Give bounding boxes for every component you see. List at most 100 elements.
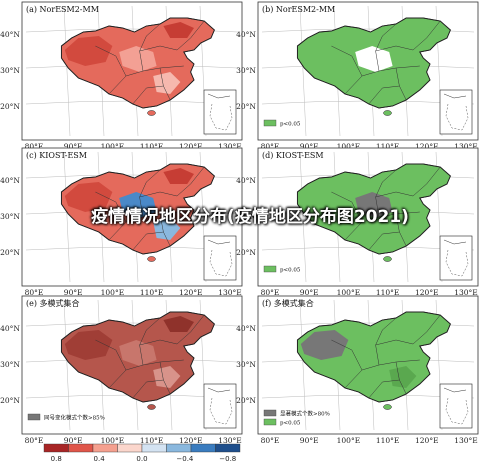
province-boundary <box>412 314 441 345</box>
latitude-tick-label: 40°N <box>0 30 20 39</box>
region-patch <box>389 72 417 94</box>
latitude-tick-label: 40°N <box>236 30 256 39</box>
province-boundary <box>412 20 441 51</box>
longitude-tick-label: 120°E <box>179 288 203 297</box>
region-patch <box>119 46 157 72</box>
province-boundary <box>95 45 127 77</box>
legend-label: 同号变化模式个数>85% <box>44 414 105 422</box>
province-boundary <box>139 191 178 218</box>
region-patch <box>153 218 181 240</box>
longitude-tick-label: 80°E <box>25 436 44 445</box>
colorbar-tick-label: 0.8 <box>51 455 62 463</box>
longitude-tick-label: 130°E <box>454 288 478 297</box>
hainan-island <box>147 256 156 262</box>
longitude-tick-label: 100°E <box>101 436 125 445</box>
hainan-island <box>383 256 392 262</box>
colorbar-segment <box>92 443 118 453</box>
longitude-tick-label: 80°E <box>25 142 44 151</box>
colorbar-segment <box>215 443 241 453</box>
meridian-line <box>299 5 307 137</box>
longitude-tick-label: 100°E <box>337 436 361 445</box>
province-boundary <box>375 169 397 198</box>
legend-swatch <box>263 409 277 417</box>
region-patch <box>119 192 157 218</box>
latitude-tick-label: 30°N <box>236 66 256 75</box>
colorbar-tick-label: 0.4 <box>94 455 106 463</box>
latitude-tick-label: 40°N <box>236 324 256 333</box>
longitude-tick-label: 90°E <box>300 436 319 445</box>
map-panel-1: (a) NorESM2-MM <box>21 1 243 141</box>
panel-title: (c) KIOST-ESM <box>26 151 87 160</box>
longitude-tick-label: 110°E <box>140 288 164 297</box>
province-boundary <box>95 191 127 223</box>
province-boundary <box>368 85 400 105</box>
province-boundary <box>176 314 205 345</box>
longitude-tick-label: 130°E <box>454 436 478 445</box>
region-patch <box>355 46 393 72</box>
longitude-tick-label: 90°E <box>300 142 319 151</box>
province-boundary <box>176 20 205 51</box>
region-patch <box>163 316 194 332</box>
province-boundary <box>375 339 414 366</box>
longitude-tick-label: 90°E <box>300 288 319 297</box>
hainan-island <box>147 404 156 410</box>
province-boundary <box>375 317 397 346</box>
inset-coast <box>207 239 231 245</box>
longitude-tick-label: 80°E <box>261 436 280 445</box>
latitude-tick-label: 30°N <box>0 360 20 369</box>
region-patch <box>399 168 430 184</box>
colorbar-segment <box>43 443 69 453</box>
longitude-tick-label: 120°E <box>415 436 439 445</box>
legend-swatch <box>263 265 277 273</box>
province-boundary <box>139 169 161 198</box>
longitude-tick-label: 100°E <box>337 288 361 297</box>
colorbar-tick-label: −0.4 <box>176 455 194 463</box>
province-boundary <box>331 45 363 77</box>
region-patch <box>300 182 349 212</box>
region-patch <box>300 36 349 66</box>
province-boundary <box>368 379 400 399</box>
longitude-tick-label: 100°E <box>337 142 361 151</box>
region-patch <box>399 22 430 38</box>
latitude-tick-label: 20°N <box>0 396 20 405</box>
province-boundary <box>412 166 441 197</box>
latitude-tick-label: 20°N <box>236 248 256 257</box>
meridian-line <box>299 299 307 431</box>
longitude-tick-label: 80°E <box>25 288 44 297</box>
region-patch <box>355 340 393 366</box>
latitude-tick-label: 20°N <box>236 102 256 111</box>
panel-title: (f) 多模式集合 <box>262 298 314 308</box>
province-boundary <box>139 317 161 346</box>
region-patch <box>119 340 157 366</box>
longitude-tick-label: 120°E <box>415 288 439 297</box>
region-patch <box>153 72 181 94</box>
province-boundary <box>375 191 414 218</box>
south-china-sea-inset <box>439 235 473 281</box>
longitude-tick-label: 130°E <box>454 142 478 151</box>
longitude-tick-label: 120°E <box>179 142 203 151</box>
province-boundary <box>331 339 363 371</box>
longitude-tick-label: 100°E <box>101 142 125 151</box>
latitude-tick-label: 40°N <box>0 324 20 333</box>
region-patch <box>300 330 349 360</box>
region-patch <box>64 330 113 360</box>
colorbar-segment <box>190 443 216 453</box>
longitude-tick-label: 110°E <box>140 436 164 445</box>
inset-coast <box>443 387 467 393</box>
province-boundary <box>95 339 127 371</box>
inset-coast <box>443 239 467 245</box>
longitude-tick-label: 80°E <box>261 288 280 297</box>
province-boundary <box>139 23 161 52</box>
inset-coast <box>443 93 467 99</box>
legend-swatch <box>263 119 277 127</box>
china-outline <box>60 163 215 255</box>
province-boundary <box>331 191 363 223</box>
latitude-tick-label: 30°N <box>236 212 256 221</box>
region-patch <box>389 218 417 240</box>
longitude-tick-label: 110°E <box>140 142 164 151</box>
hainan-island <box>383 110 392 116</box>
south-china-sea-inset <box>203 383 237 429</box>
